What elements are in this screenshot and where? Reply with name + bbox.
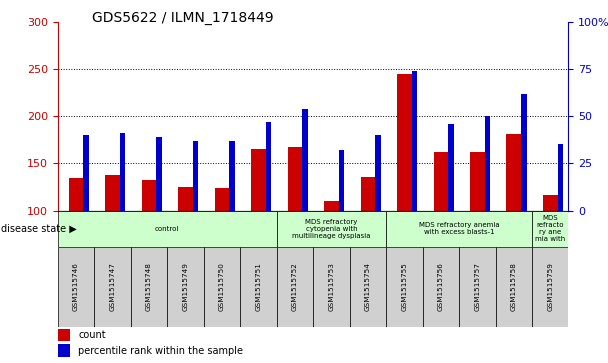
Bar [215,188,229,211]
Bar [521,94,527,211]
Text: GSM1515753: GSM1515753 [328,262,334,311]
Bar [167,247,204,327]
Text: GSM1515752: GSM1515752 [292,262,298,311]
Bar [58,344,70,357]
Text: control: control [155,226,179,232]
Text: percentile rank within the sample: percentile rank within the sample [78,346,243,355]
Bar [313,247,350,327]
Bar [386,247,423,327]
Bar [131,247,167,327]
Bar [459,247,496,327]
Text: GDS5622 / ILMN_1718449: GDS5622 / ILMN_1718449 [92,11,273,25]
Text: MDS
refracto
ry ane
mia with: MDS refracto ry ane mia with [535,215,565,242]
Bar [156,137,162,211]
Bar [240,247,277,327]
Bar [58,211,277,247]
Bar [69,178,83,211]
Bar [83,135,89,211]
Bar [423,247,459,327]
Text: MDS refractory
cytopenia with
multilineage dysplasia: MDS refractory cytopenia with multilinea… [292,219,371,239]
Bar [386,211,532,247]
Bar [412,71,417,211]
Bar [361,176,375,211]
Bar [229,141,235,211]
Bar [448,124,454,211]
Bar [277,211,386,247]
Bar [204,247,240,327]
Text: GSM1515755: GSM1515755 [401,262,407,311]
Bar [434,152,448,211]
Text: GSM1515748: GSM1515748 [146,262,152,311]
Bar [532,247,568,327]
Bar [496,247,532,327]
Text: GSM1515759: GSM1515759 [547,262,553,311]
Bar [288,147,302,211]
Text: GSM1515746: GSM1515746 [73,262,79,311]
Text: GSM1515749: GSM1515749 [182,262,188,311]
Bar [470,152,485,211]
Bar [302,109,308,211]
Bar [506,134,521,211]
Bar [266,122,271,211]
Bar [543,195,558,211]
Bar [178,187,193,211]
Bar [120,133,125,211]
Text: count: count [78,330,106,340]
Text: GSM1515754: GSM1515754 [365,262,371,311]
Text: GSM1515756: GSM1515756 [438,262,444,311]
Bar [558,144,563,211]
Bar [532,211,568,247]
Bar [105,175,120,211]
Bar [142,180,156,211]
Bar [350,247,386,327]
Bar [375,135,381,211]
Bar [277,247,313,327]
Bar [58,247,94,327]
Text: MDS refractory anemia
with excess blasts-1: MDS refractory anemia with excess blasts… [419,222,499,235]
Text: GSM1515757: GSM1515757 [474,262,480,311]
Text: GSM1515751: GSM1515751 [255,262,261,311]
Text: GSM1515750: GSM1515750 [219,262,225,311]
Text: GSM1515758: GSM1515758 [511,262,517,311]
Bar [485,116,490,211]
Text: GSM1515747: GSM1515747 [109,262,116,311]
Bar [193,141,198,211]
Bar [58,329,70,341]
Bar [397,74,412,211]
Bar [324,201,339,211]
Bar [339,150,344,211]
Bar [251,149,266,211]
Bar [94,247,131,327]
Text: disease state ▶: disease state ▶ [1,224,77,234]
